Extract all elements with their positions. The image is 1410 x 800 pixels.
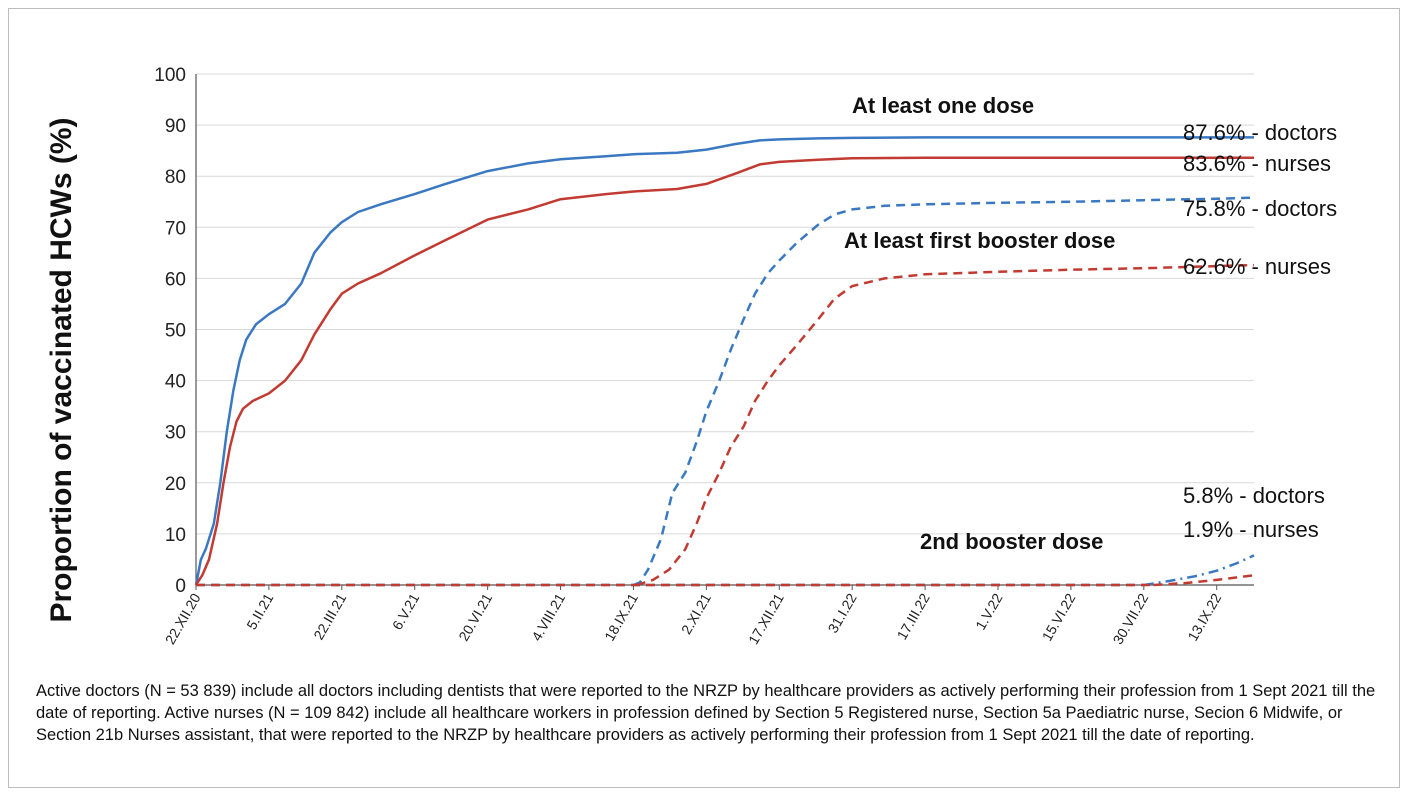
x-tick-label: 15.VI.22 xyxy=(1039,590,1079,643)
series-group-label: At least first booster dose xyxy=(844,228,1115,253)
at-least-first-booster-dose-doctors-line xyxy=(633,196,1255,587)
end-value-label: 62.6% - nurses xyxy=(1183,254,1331,279)
annotations: At least one dose At least first booster … xyxy=(844,93,1337,554)
x-tick-label: 22.III.21 xyxy=(310,590,349,642)
y-tick-label: 100 xyxy=(154,65,186,86)
x-tick-label: 2.XI.21 xyxy=(678,590,714,637)
at-least-one-dose-nurses-line xyxy=(194,156,1254,586)
x-tick-label: 1.V.22 xyxy=(972,590,1006,632)
2nd-booster-dose-nurses-line xyxy=(1153,574,1255,587)
series-group-label: At least one dose xyxy=(852,93,1034,118)
y-tick-label: 40 xyxy=(165,372,186,393)
gridlines xyxy=(196,73,1254,535)
x-tick-label: 22.XII.20 xyxy=(162,590,204,647)
end-value-label: 5.8% - doctors xyxy=(1183,483,1325,508)
x-tick-label: 4.VIII.21 xyxy=(528,590,568,643)
y-tick-label: 90 xyxy=(165,116,186,137)
x-tick-label: 20.VI.21 xyxy=(455,590,495,643)
y-tick-label: 10 xyxy=(165,525,186,546)
x-tick-label: 30.VII.22 xyxy=(1110,590,1152,647)
y-tick-label: 80 xyxy=(165,167,186,188)
end-value-label: 87.6% - doctors xyxy=(1183,120,1337,145)
x-tick-label: 31.I.22 xyxy=(825,590,860,635)
y-tick-label: 60 xyxy=(165,269,186,290)
end-value-label: 75.8% - doctors xyxy=(1183,196,1337,221)
at-least-first-booster-dose-nurses-line xyxy=(636,263,1255,587)
x-tick-label: 6.V.21 xyxy=(389,590,423,632)
x-tick-label: 5.II.21 xyxy=(243,590,276,632)
x-tick-label: 13.IX.22 xyxy=(1184,590,1224,643)
series xyxy=(194,136,1255,587)
figure-caption: Active doctors (N = 53 839) include all … xyxy=(36,682,1376,744)
y-axis-label: Proportion of vaccinated HCWs (%) xyxy=(45,117,78,623)
end-value-label: 83.6% - nurses xyxy=(1183,151,1331,176)
x-tick-label: 17.XII.21 xyxy=(745,590,787,647)
end-value-label: 1.9% - nurses xyxy=(1183,517,1319,542)
y-tick-label: 20 xyxy=(165,474,186,495)
y-tick-label: 30 xyxy=(165,423,186,444)
at-least-one-dose-doctors-line xyxy=(194,136,1254,586)
y-tick-label: 70 xyxy=(165,218,186,239)
series-group-label: 2nd booster dose xyxy=(920,529,1103,554)
x-tick-label: 17.III.22 xyxy=(894,590,933,642)
y-tick-label: 0 xyxy=(175,576,186,597)
axes: 0 10 20 30 40 50 60 70 80 90 100 22.XII.20 5.II.21 22… xyxy=(154,65,1254,647)
x-tick-label: 18.IX.21 xyxy=(601,590,641,643)
y-tick-label: 50 xyxy=(165,321,186,342)
